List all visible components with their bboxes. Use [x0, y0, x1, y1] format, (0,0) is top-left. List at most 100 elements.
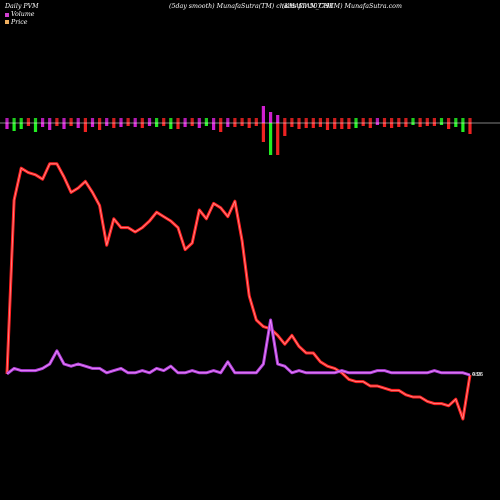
volume-bar	[283, 123, 287, 136]
end-label: 485	[472, 372, 482, 378]
volume-bar-upper	[90, 118, 95, 123]
volume-bar-upper	[119, 118, 123, 123]
volume-bar	[83, 123, 87, 132]
volume-bar	[226, 123, 230, 127]
volume-bar-upper	[261, 106, 265, 123]
volume-bar-upper	[19, 118, 23, 123]
volume-bar-upper	[105, 118, 109, 123]
legend-label-price: Price	[11, 18, 28, 26]
volume-bar-upper	[418, 118, 422, 123]
volume-bar	[325, 123, 330, 130]
volume-bar	[447, 123, 451, 129]
volume-bar	[254, 123, 258, 126]
volume-bar	[133, 123, 137, 127]
volume-bar	[233, 123, 237, 127]
volume-bar	[105, 123, 109, 126]
volume-bar-upper	[397, 118, 401, 123]
volume-bar	[147, 123, 152, 126]
volume-bar	[212, 123, 216, 130]
volume-bar-upper	[133, 118, 137, 123]
volume-bar	[48, 123, 52, 130]
volume-bar-upper	[162, 118, 166, 123]
volume-bar-upper	[219, 118, 223, 123]
volume-bar-upper	[240, 118, 244, 123]
volume-bar	[361, 123, 365, 126]
volume-bar	[468, 123, 472, 134]
volume-bar-upper	[340, 118, 344, 123]
volume-bar-upper	[69, 118, 73, 123]
volume-bar-upper	[411, 118, 415, 123]
volume-bar-upper	[147, 118, 152, 123]
volume-bar	[176, 123, 180, 129]
volume-bar-upper	[404, 118, 408, 123]
volume-bar-upper	[432, 118, 436, 123]
volume-bar-upper	[425, 118, 429, 123]
volume-bar	[340, 123, 344, 129]
volume-bar	[411, 123, 415, 125]
volume-bar	[140, 123, 144, 128]
volume-bar-upper	[361, 118, 365, 123]
volume-bar	[461, 123, 465, 132]
volume-bar-upper	[98, 118, 102, 123]
volume-bar-upper	[197, 118, 201, 123]
volume-bar-upper	[390, 118, 394, 123]
volume-bar	[368, 123, 372, 128]
volume-bar-upper	[454, 118, 458, 123]
volume-bar-upper	[276, 115, 280, 123]
volume-bar	[190, 123, 194, 126]
volume-bar-upper	[83, 118, 87, 123]
chart-lines	[5, 162, 472, 421]
volume-bar	[333, 123, 337, 129]
chart-legend: Volume Price	[5, 11, 35, 26]
volume-bar-upper	[297, 118, 301, 123]
volume-bar-upper	[318, 118, 322, 123]
volume-bar	[169, 123, 173, 129]
volume-bar	[318, 123, 322, 127]
volume-bar-upper	[33, 118, 38, 123]
volume-bar	[62, 123, 66, 129]
volume-bar	[261, 123, 265, 142]
volume-bar-upper	[375, 118, 379, 123]
volume-bar-upper	[12, 118, 16, 123]
volume-bar	[240, 123, 244, 126]
price-line-highlight	[6, 163, 471, 420]
volume-bar-upper	[76, 118, 80, 123]
volume-bar-upper	[112, 118, 116, 123]
volume-bar	[390, 123, 394, 128]
chart-header-right: (KHAITAN_CHEM) MunafaSutra.com	[282, 3, 402, 10]
volume-bar-upper	[461, 118, 465, 123]
volume-bar	[119, 123, 123, 127]
volume-bar	[90, 123, 95, 127]
volume-bar	[55, 123, 59, 126]
volume-bar	[425, 123, 429, 126]
volume-bar-upper	[26, 118, 30, 123]
volume-bar-upper	[304, 118, 308, 123]
volume-bar	[155, 123, 159, 127]
volume-bar	[162, 123, 166, 126]
volume-bar-upper	[468, 118, 472, 123]
volume-bar	[69, 123, 73, 126]
volume-bar-upper	[204, 118, 208, 123]
volume-bar-upper	[55, 118, 59, 123]
volume-bar-upper	[233, 118, 237, 123]
volume-bar	[432, 123, 436, 126]
volume-bar	[269, 123, 273, 155]
volume-bar	[375, 123, 379, 125]
legend-item-price: Price	[5, 19, 35, 27]
volume-bar	[354, 123, 358, 128]
volume-bar-upper	[447, 118, 451, 123]
volume-bar	[290, 123, 294, 127]
volume-bar	[76, 123, 80, 128]
volume-bar-upper	[212, 118, 216, 123]
volume-bar	[304, 123, 308, 128]
volume-bar-upper	[176, 118, 180, 123]
volume-bar-upper	[169, 118, 173, 123]
chart-header-left: Daily PVM	[5, 3, 39, 10]
volume-bar	[204, 123, 208, 126]
volume-bar	[247, 123, 251, 128]
volume-bar	[183, 123, 187, 127]
volume-bar	[382, 123, 387, 127]
